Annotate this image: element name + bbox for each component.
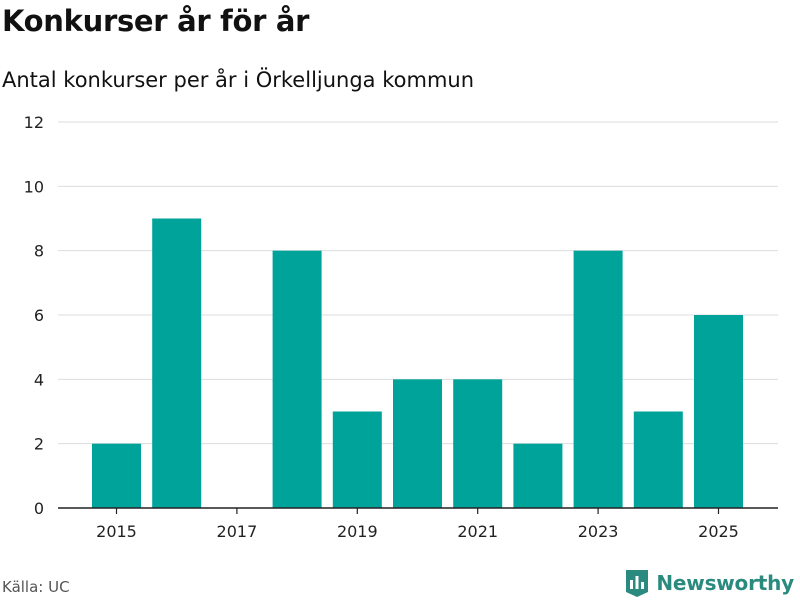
x-tick-label: 2019	[337, 522, 378, 541]
brand-logo: Newsworthy	[624, 568, 794, 598]
bar-2022	[513, 443, 563, 508]
bar-2021	[453, 379, 503, 508]
brand-name: Newsworthy	[656, 571, 794, 595]
x-tick-label: 2021	[457, 522, 498, 541]
chart-subtitle: Antal konkurser per år i Örkelljunga kom…	[2, 68, 475, 92]
bar-2025	[694, 315, 743, 508]
y-tick-label: 6	[34, 306, 44, 325]
newsworthy-logo-icon	[626, 570, 649, 597]
y-tick-label: 10	[24, 177, 44, 196]
tick-labels: 0 2 4 6 8 10 12 2015 2017 2019 2021 2023 2025	[24, 113, 739, 541]
bar-2020	[393, 379, 442, 508]
axes	[58, 507, 778, 514]
chart-title: Konkurser år för år	[2, 4, 310, 38]
bar-2018	[272, 250, 322, 508]
y-tick-label: 4	[34, 370, 44, 389]
bar-2016	[152, 218, 202, 508]
x-tick-label: 2017	[217, 522, 258, 541]
y-tick-label: 8	[34, 242, 44, 261]
x-tick-label: 2025	[698, 522, 739, 541]
y-tick-label: 2	[34, 435, 44, 454]
bars	[92, 218, 743, 508]
bar-2015	[92, 443, 141, 508]
y-tick-label: 0	[34, 499, 44, 518]
y-tick-label: 12	[24, 113, 44, 132]
bar-2023	[573, 250, 623, 508]
x-tick-label: 2015	[96, 522, 137, 541]
bar-2019	[332, 411, 382, 508]
source-note: Källa: UC	[2, 578, 70, 596]
x-tick-label: 2023	[578, 522, 619, 541]
bar-2024	[633, 411, 683, 508]
